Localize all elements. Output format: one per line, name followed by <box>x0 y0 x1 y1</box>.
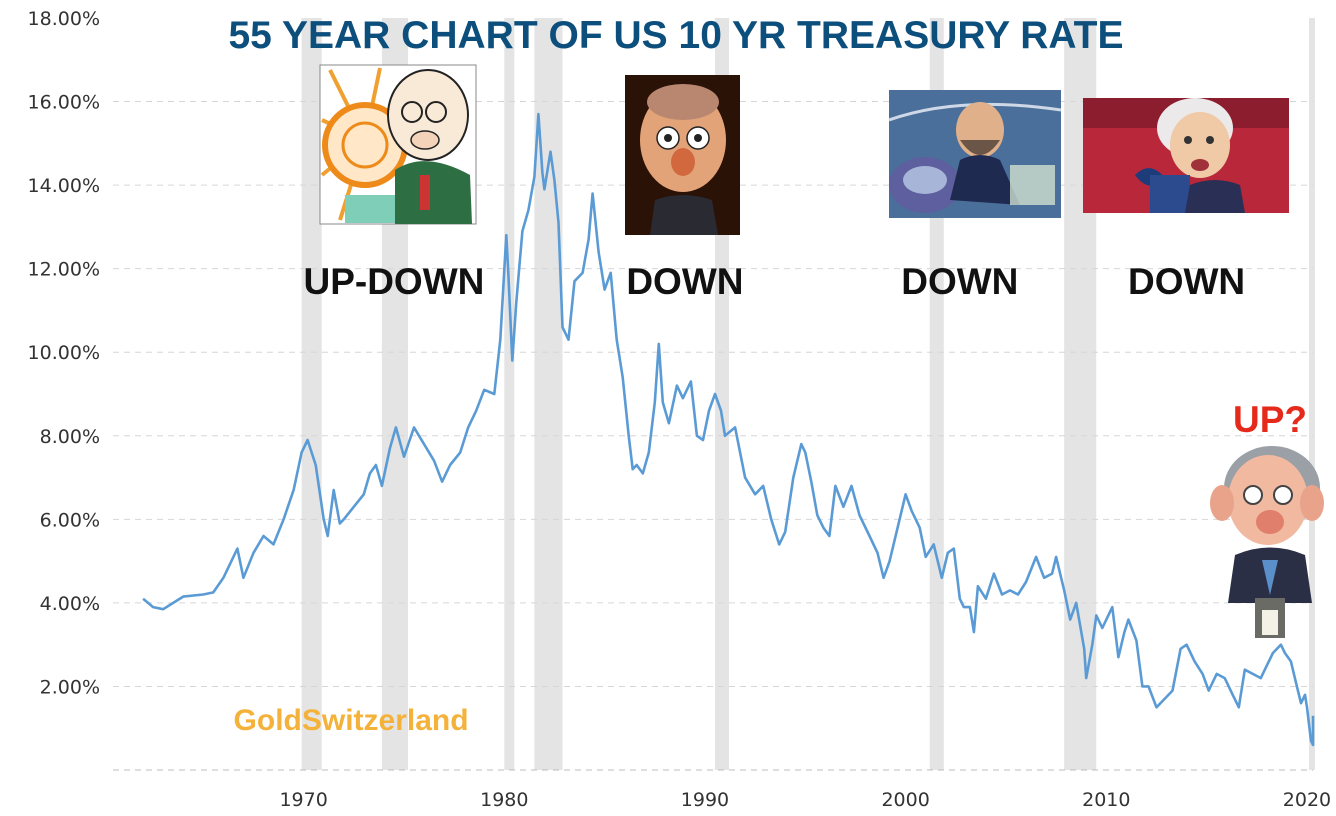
recession-band <box>534 18 563 770</box>
series-layer <box>142 112 1315 747</box>
x-tick-label: 1990 <box>681 789 729 811</box>
era-label-powell: UP? <box>1233 399 1307 440</box>
portrait-bernanke-icon <box>888 90 1062 218</box>
era-label-bernanke: DOWN <box>901 261 1018 302</box>
y-tick-label: 6.00% <box>40 509 100 531</box>
portrait-volcker-icon <box>319 64 477 225</box>
y-tick-label: 2.00% <box>40 676 100 698</box>
x-tick-label: 1970 <box>279 789 327 811</box>
grid-lines <box>113 101 1313 771</box>
x-tick-label: 2010 <box>1082 789 1130 811</box>
portrait-greenspan-icon <box>625 75 740 235</box>
y-tick-label: 16.00% <box>28 92 100 114</box>
y-tick-label: 18.00% <box>28 8 100 30</box>
x-tick-label: 1980 <box>480 789 528 811</box>
recession-band <box>1308 18 1316 770</box>
y-tick-label: 10.00% <box>28 342 100 364</box>
y-tick-label: 12.00% <box>28 259 100 281</box>
y-tick-label: 4.00% <box>40 593 100 615</box>
x-tick-label: 2020 <box>1283 789 1331 811</box>
x-axis-ticks: 1970 1980 1990 2000 2010 2020 <box>279 789 1331 811</box>
y-tick-label: 8.00% <box>40 426 100 448</box>
series-line <box>142 112 1315 747</box>
brand-watermark: GoldSwitzerland <box>234 704 469 737</box>
chart-title: 55 YEAR CHART OF US 10 YR TREASURY RATE <box>228 14 1123 57</box>
era-label-yellen: DOWN <box>1128 261 1245 302</box>
portrait-powell-icon <box>1210 446 1324 638</box>
y-axis-ticks: 2.00% 4.00% 6.00% 8.00% 10.00% 12.00% 14.00% 16… <box>28 8 100 698</box>
y-tick-label: 14.00% <box>28 175 100 197</box>
era-label-volcker: UP-DOWN <box>303 261 484 302</box>
recession-band <box>301 18 322 770</box>
x-tick-label: 2000 <box>881 789 929 811</box>
recession-band <box>504 18 515 770</box>
era-label-greenspan: DOWN <box>626 261 743 302</box>
portrait-yellen-icon <box>1083 98 1289 213</box>
